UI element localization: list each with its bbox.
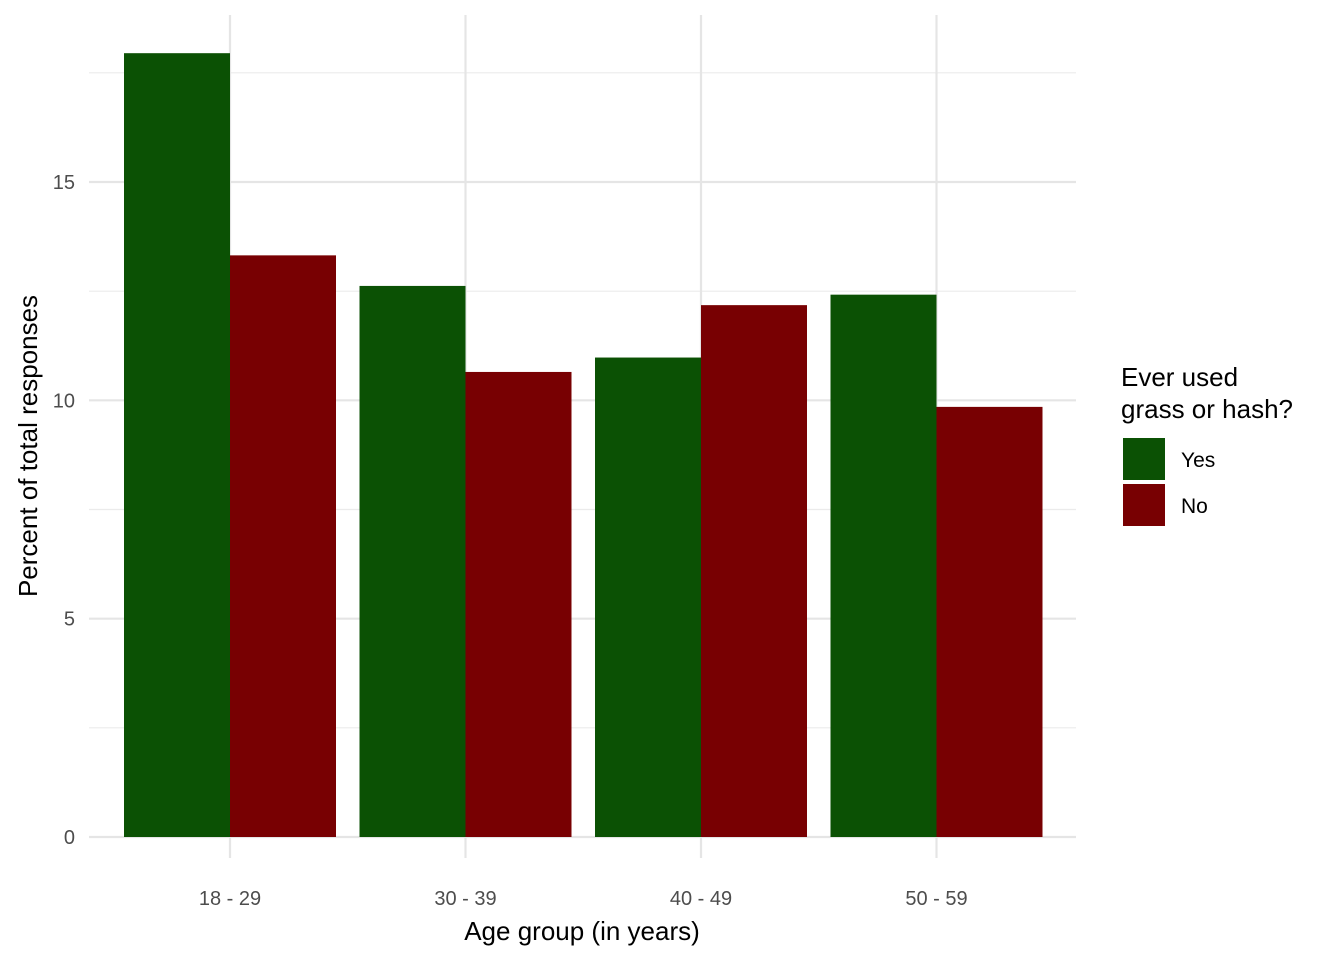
legend-label-yes: Yes [1181,449,1215,472]
legend-swatch-no [1123,484,1165,526]
x-tick-label: 40 - 49 [670,888,732,910]
x-axis-title: Age group (in years) [464,916,700,946]
y-tick-label: 5 [64,609,75,631]
bar-yes-3 [595,357,701,837]
bar-no-1 [230,255,336,838]
bar-yes-4 [830,294,937,837]
x-tick-label: 50 - 59 [905,888,967,910]
x-tick-label: 18 - 29 [199,888,261,910]
y-tick-label: 0 [64,827,75,849]
bar-yes-2 [359,285,466,838]
legend-title-line-1: Ever used [1121,362,1238,392]
bar-yes-1 [124,53,230,837]
bars [124,53,1043,838]
y-tick-label: 10 [53,390,75,412]
x-tick-label: 30 - 39 [434,888,496,910]
y-tick-labels: 0 5 10 15 [53,172,75,849]
bar-no-3 [701,305,807,837]
legend: Ever used grass or hash? Yes No [1121,362,1293,526]
bar-no-4 [936,406,1043,837]
y-axis-title: Percent of total responses [13,295,43,597]
legend-title-line-2: grass or hash? [1121,394,1293,424]
legend-swatch-yes [1123,438,1165,480]
legend-label-no: No [1181,495,1208,518]
x-tick-labels: 18 - 29 30 - 39 40 - 49 50 - 59 [199,888,968,910]
bar-no-2 [465,371,572,837]
y-tick-label: 15 [53,172,75,194]
